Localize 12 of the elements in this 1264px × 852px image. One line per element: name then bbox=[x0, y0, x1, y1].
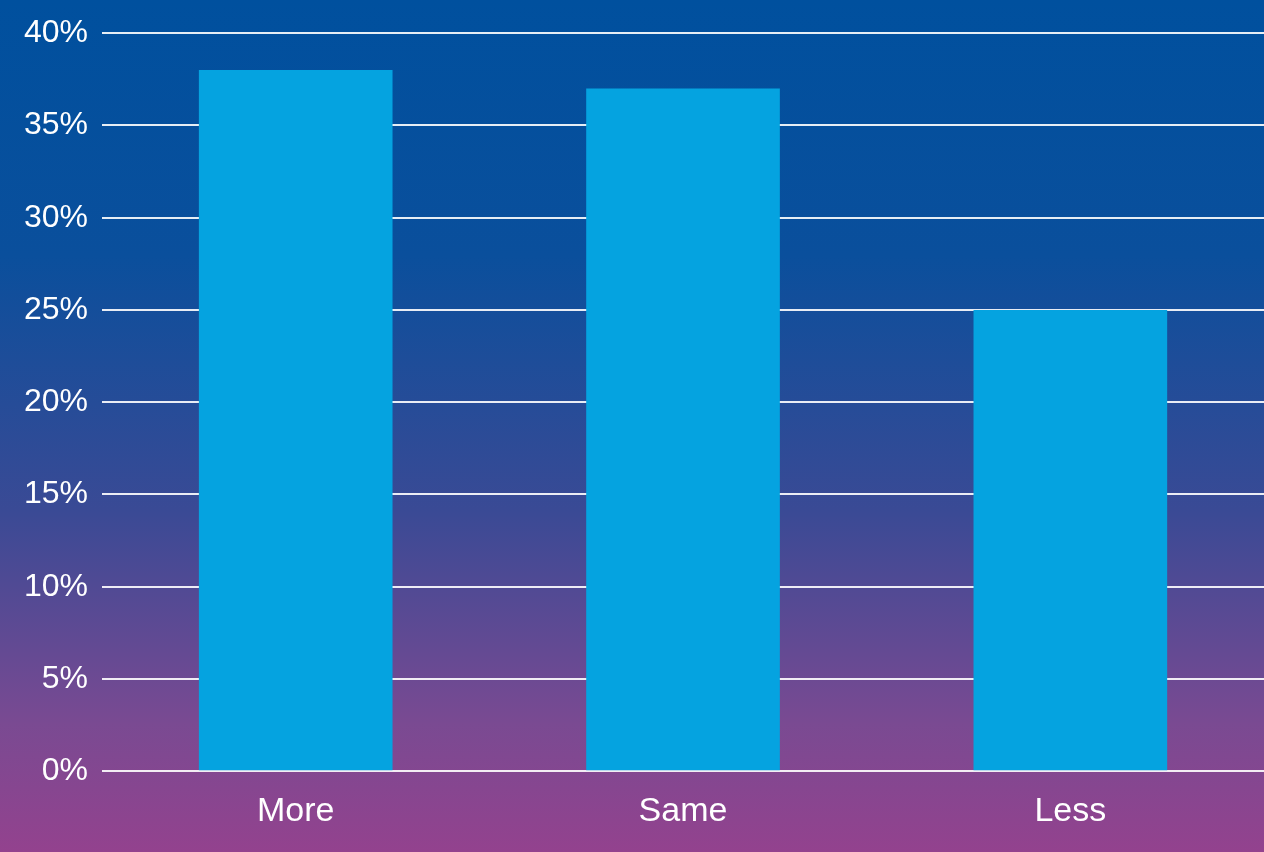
x-tick-label: Same bbox=[638, 789, 728, 828]
y-tick-label: 5% bbox=[41, 658, 89, 695]
y-tick-label: 10% bbox=[24, 566, 89, 603]
y-tick-label: 40% bbox=[24, 13, 89, 50]
y-tick-label: 35% bbox=[24, 105, 89, 142]
y-tick-label: 15% bbox=[24, 474, 89, 511]
y-tick-label: 20% bbox=[24, 382, 89, 419]
x-tick-label: Less bbox=[1034, 789, 1107, 828]
x-tick-label: More bbox=[256, 789, 335, 828]
y-tick-label: 30% bbox=[24, 197, 89, 234]
y-tick-label: 0% bbox=[41, 751, 89, 788]
y-tick-label: 25% bbox=[24, 289, 89, 326]
